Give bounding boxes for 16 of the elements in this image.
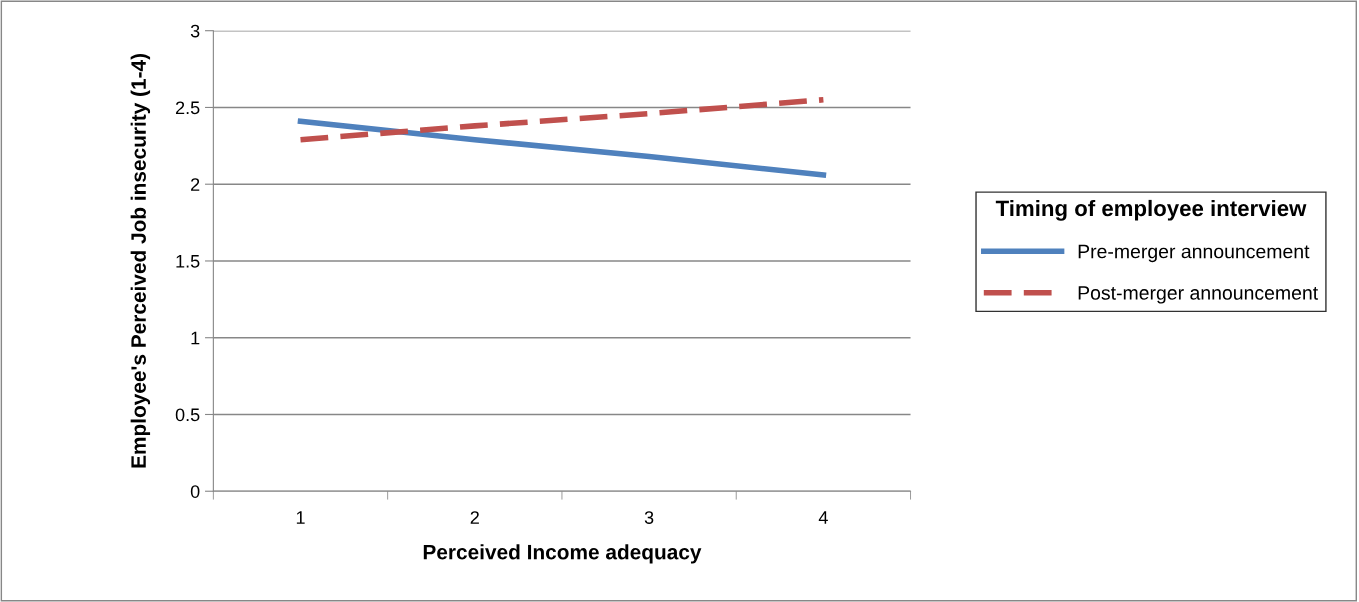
x-tick-label: 1: [296, 511, 305, 524]
legend-label: Post-merger announcement: [1078, 286, 1319, 304]
x-axis-title: Perceived Income adequacy: [423, 544, 702, 564]
y-tick-label: 1.5: [176, 255, 200, 268]
y-tick-label: 0: [190, 485, 200, 498]
y-tick-label: 2: [191, 178, 200, 191]
y-tick-label: 1: [191, 331, 200, 345]
y-tick-label: 2.5: [175, 101, 200, 115]
x-tick-label: 2: [470, 511, 479, 524]
y-tick-label: 0.5: [175, 408, 200, 422]
legend-label: Pre-merger announcement: [1078, 244, 1310, 263]
y-axis-title: Employee's Perceived Job insecurity (1-4): [130, 53, 151, 468]
x-tick-label: 4: [818, 511, 828, 524]
x-tick-label: 3: [644, 511, 654, 524]
legend-title: Timing of employee interview: [995, 199, 1307, 221]
y-tick-label: 3: [190, 24, 200, 38]
